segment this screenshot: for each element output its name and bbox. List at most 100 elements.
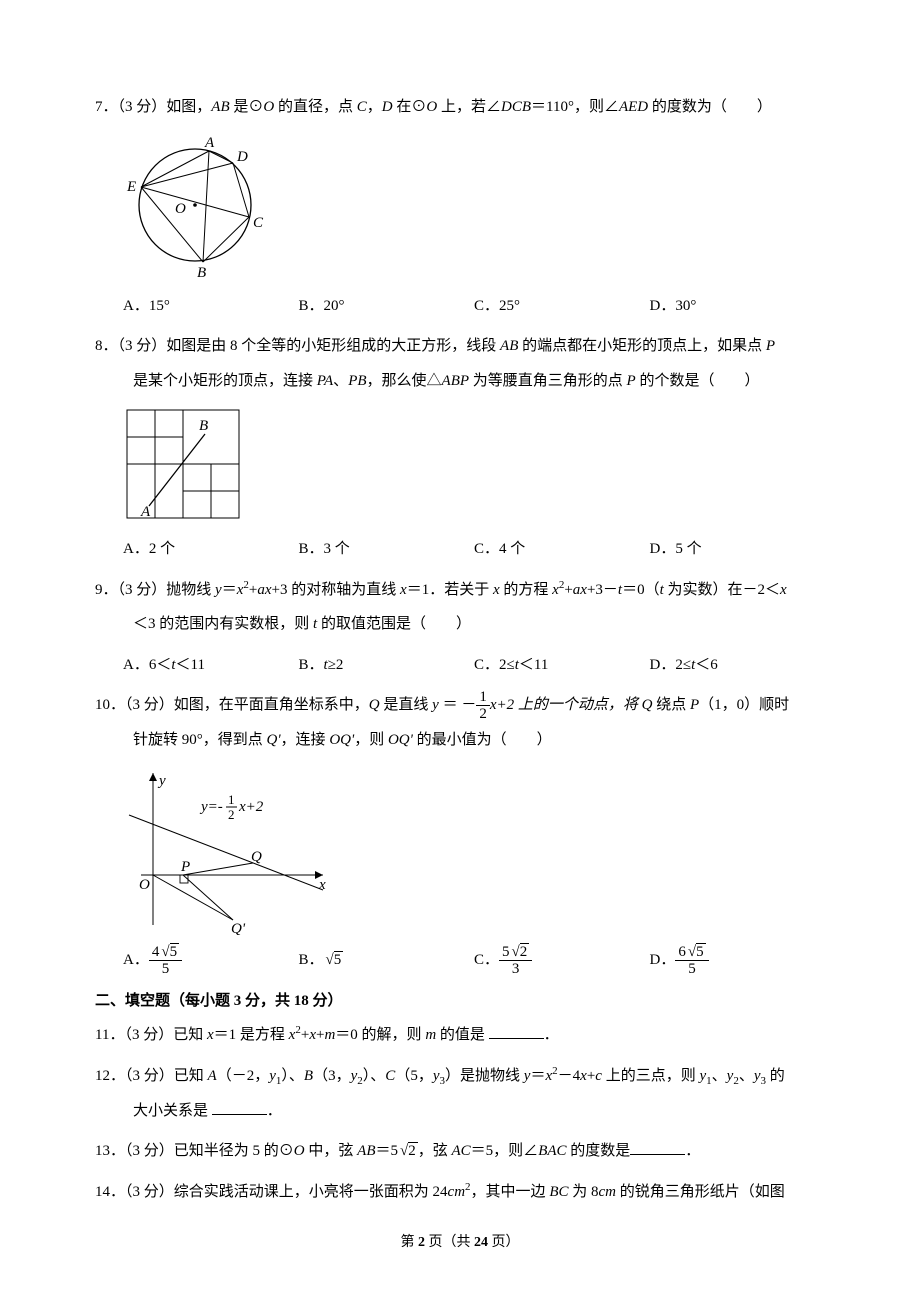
var-p: P [690, 697, 699, 713]
txt: ，连接 [281, 732, 330, 748]
txt: ＝110°，则∠ [531, 99, 619, 115]
choice-c: C．4 个 [474, 532, 650, 567]
var-y: y [432, 697, 439, 713]
var: y [269, 1068, 276, 1084]
svg-text:A: A [140, 504, 151, 520]
var-m: m [425, 1027, 436, 1043]
txt: 是某个小矩形的顶点，连接 [133, 373, 317, 389]
svg-text:B: B [199, 418, 208, 434]
section-2-title: 二、填空题（每小题 3 分，共 18 分） [95, 984, 825, 1019]
q8-choices: A．2 个 B．3 个 C．4 个 D．5 个 [123, 532, 825, 567]
blank [212, 1099, 267, 1115]
n: 4 [152, 944, 160, 960]
var: AB [357, 1143, 375, 1159]
svg-text:P: P [180, 859, 190, 875]
txt: ＝1．若关于 [407, 582, 493, 598]
txt: 的度数为（ ） [648, 99, 772, 115]
txt: 的值是 [436, 1027, 485, 1043]
var-x: x [309, 1027, 316, 1043]
q-points: （3 分） [125, 697, 174, 713]
txt: ＝0 的解，则 [335, 1027, 425, 1043]
page-num: 2 [418, 1235, 425, 1250]
blank [489, 1023, 544, 1039]
txt: 是⊙ [230, 99, 264, 115]
den: 2 [476, 706, 490, 723]
txt: 是直线 [380, 697, 433, 713]
var-q: Q [642, 697, 653, 713]
question-14: 14．（3 分）综合实践活动课上，小亮将一张面积为 24cm2，其中一边 BC … [95, 1175, 825, 1210]
lbl: D． [650, 952, 676, 968]
svg-text:y: y [157, 773, 166, 789]
svg-text:E: E [126, 179, 136, 195]
q-num: 13． [95, 1143, 125, 1159]
rt: 2 [520, 943, 530, 960]
var-x: x [552, 582, 559, 598]
svg-text:D: D [236, 149, 248, 165]
d: 3 [499, 961, 532, 978]
var-p: P [766, 338, 775, 354]
rt: 5 [696, 943, 706, 960]
txt: 已知半径为 5 的⊙ [174, 1143, 294, 1159]
q12-line2: 大小关系是 ． [95, 1094, 825, 1129]
txt: 如图，在平面直角坐标系中， [174, 697, 369, 713]
txt: ． [267, 1103, 282, 1119]
svg-text:O: O [139, 877, 150, 893]
q8-line2: 是某个小矩形的顶点，连接 PA、PB，那么使△ABP 为等腰直角三角形的点 P … [95, 364, 825, 399]
var-o: O [426, 99, 437, 115]
q-points: （3 分） [118, 582, 167, 598]
lbl: C． [474, 952, 499, 968]
txt: 抛物线 [166, 582, 215, 598]
svg-text:C: C [253, 215, 264, 231]
txt: ＝5，则∠ [471, 1143, 539, 1159]
txt: +3 的对称轴为直线 [272, 582, 400, 598]
txt: 大小关系是 [133, 1103, 208, 1119]
var-x: x [493, 582, 500, 598]
txt: ）、 [363, 1068, 386, 1084]
var: BC [549, 1184, 568, 1200]
txt: －4 [558, 1068, 581, 1084]
q9-choices: A．6＜t＜11 B．t≥2 C．2≤t＜11 D．2≤t＜6 [123, 648, 825, 683]
num: 1 [476, 689, 490, 707]
svg-text:Q: Q [251, 849, 262, 865]
var-c: C [357, 99, 367, 115]
var-abp: ABP [442, 373, 470, 389]
var-x: x [207, 1027, 214, 1043]
q-points: （3 分） [125, 1184, 174, 1200]
circle-icon: A D E C B O [123, 133, 268, 281]
q-num: 14． [95, 1184, 125, 1200]
choice-a: A．455 [123, 943, 299, 978]
txt: 页） [488, 1235, 520, 1250]
d: 5 [675, 961, 708, 978]
question-13: 13．（3 分）已知半径为 5 的⊙O 中，弦 AB＝52，弦 AC＝5，则∠B… [95, 1134, 825, 1169]
txt: 的端点都在小矩形的顶点上，如果点 [518, 338, 766, 354]
rt: 5 [334, 951, 344, 968]
txt: + [587, 1068, 595, 1084]
var-pa: PA [317, 373, 333, 389]
var: C [385, 1068, 395, 1084]
q10-choices: A．455 B．5 C．523 D．655 [123, 943, 825, 978]
var: A [208, 1068, 217, 1084]
txt: 的直径，点 [274, 99, 357, 115]
frac-half: 12 [476, 689, 490, 723]
txt: 如图， [166, 99, 211, 115]
choice-c: C．2≤t＜11 [474, 648, 650, 683]
var-qp: Q' [267, 732, 281, 748]
var: c [595, 1068, 602, 1084]
txt: x+2 上的一个动点，将 [490, 697, 642, 713]
q-num: 9． [95, 582, 118, 598]
txt: 的取值范围是（ ） [317, 616, 471, 632]
choice-d: D．30° [650, 289, 826, 324]
var: O [294, 1143, 305, 1159]
txt: （－2， [217, 1068, 270, 1084]
svg-text:x: x [318, 877, 326, 893]
rt: 2 [408, 1142, 418, 1159]
page-total: 24 [474, 1235, 488, 1250]
lbl: B． [299, 952, 324, 968]
n: 5 [502, 944, 510, 960]
svg-text:y=-: y=- [199, 799, 223, 815]
txt: 已知 [173, 1027, 207, 1043]
var-oqp: OQ' [388, 732, 413, 748]
var-aed: AED [619, 99, 648, 115]
q9-line2: ＜3 的范围内有实数根，则 t 的取值范围是（ ） [95, 607, 825, 642]
txt: （1，0）顺时 [699, 697, 789, 713]
